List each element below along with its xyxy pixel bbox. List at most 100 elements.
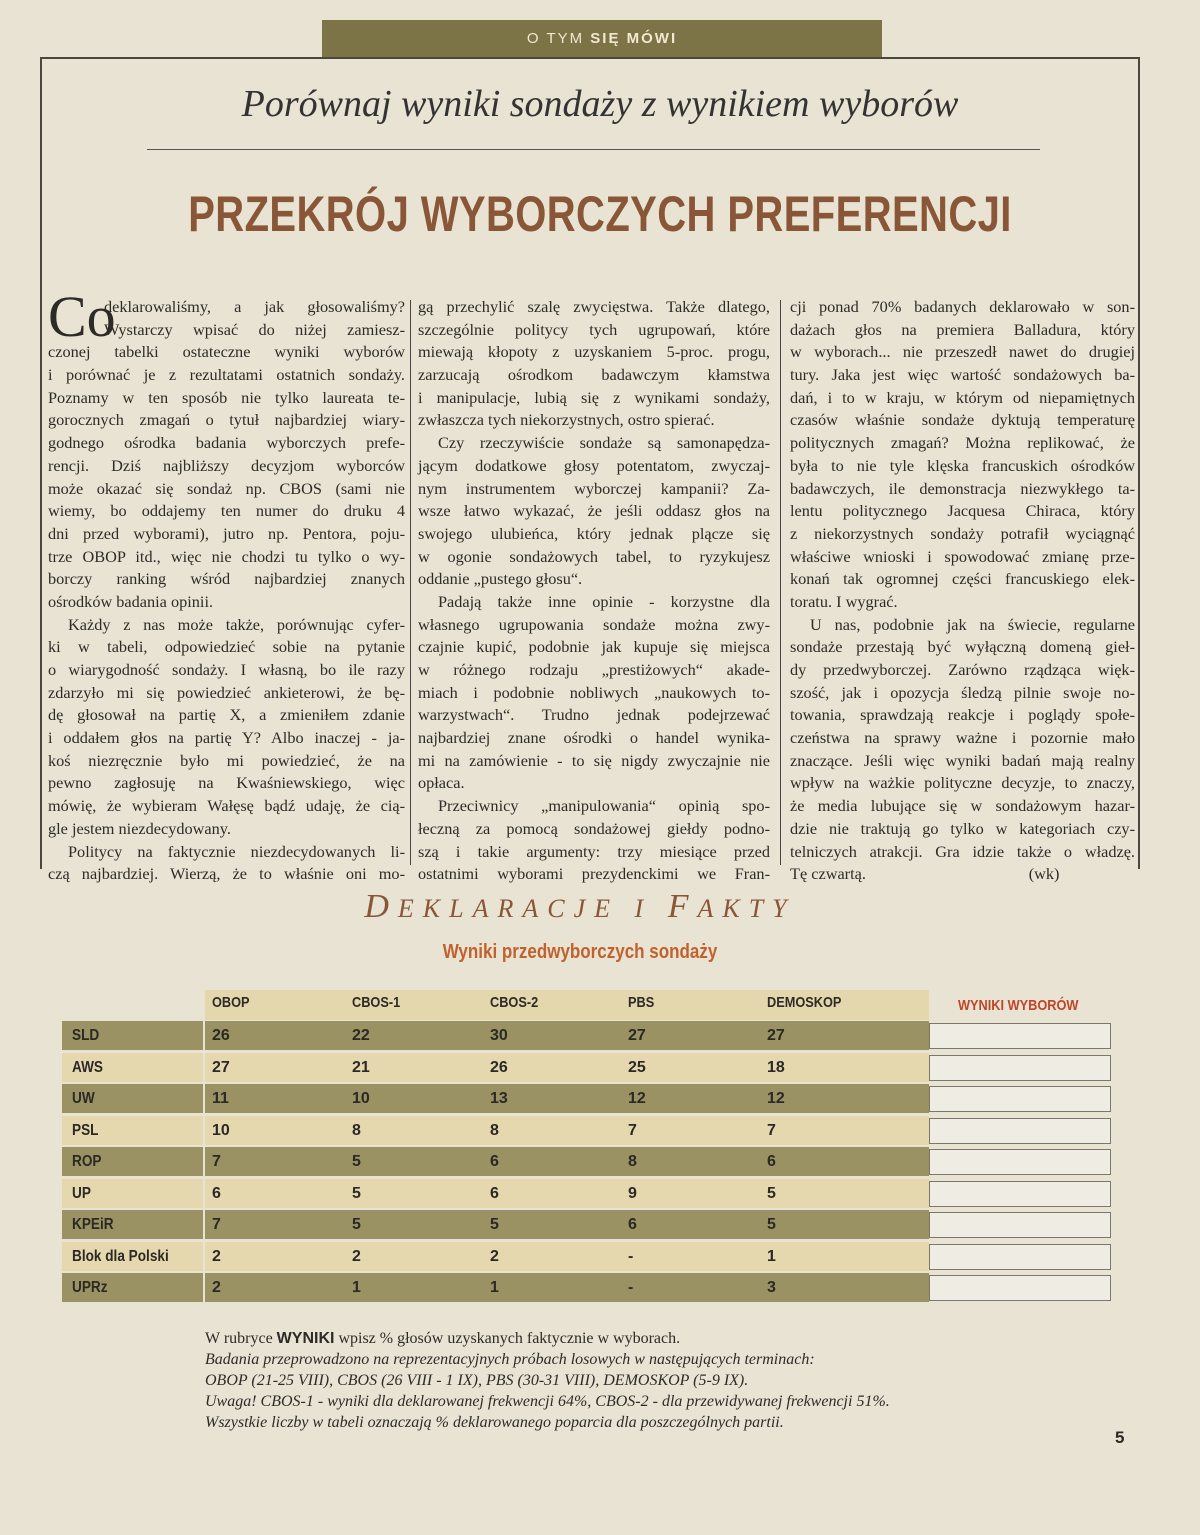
article-line: zdarzyło mi się powiedzieć ankieterowi, … bbox=[48, 682, 405, 702]
article-line: warzystwach“. Trudno jednak podejrzewać bbox=[418, 705, 770, 725]
article-line: sondaże przestają być wyłączną domeną gi… bbox=[790, 637, 1135, 657]
poll-value: 30 bbox=[490, 1027, 508, 1044]
poll-value: 1 bbox=[490, 1279, 499, 1296]
party-name: ROP bbox=[72, 1153, 102, 1170]
poll-value: 8 bbox=[352, 1121, 361, 1139]
article-line: cji ponad 70% badanych deklarowało w son… bbox=[790, 297, 1135, 316]
note-units: Wszystkie liczby w tabeli oznaczają % de… bbox=[205, 1414, 784, 1431]
article-line: czeństwa na sprawy ważne i pozornie mało bbox=[790, 728, 1135, 748]
poll-value: 6 bbox=[490, 1153, 499, 1170]
article-line: dażach głos na premiera Balladura, który bbox=[790, 319, 1135, 339]
election-result-field[interactable] bbox=[929, 1117, 1111, 1144]
column-header: CBOS-1 bbox=[352, 994, 401, 1011]
election-result-field[interactable] bbox=[929, 1212, 1111, 1238]
article-line: badawczych, ile demonstracja niezwykłego… bbox=[790, 478, 1135, 498]
poll-value: 26 bbox=[490, 1058, 508, 1076]
article-line: politycznych zmagań? Można replikować, ż… bbox=[790, 433, 1135, 453]
article-line: może okazać się sondaż np. CBOS (sami ni… bbox=[48, 478, 405, 498]
poll-values: 26 22 30 27 27 bbox=[205, 1021, 929, 1050]
party-label: Blok dla Polski bbox=[62, 1241, 203, 1271]
poll-value: 5 bbox=[352, 1216, 361, 1233]
article-line: pewno zagłosuję na Kwaśniewskiego, więc bbox=[48, 773, 405, 793]
article-line: czonej tabelki ostateczne wyniki wyborów bbox=[48, 342, 405, 362]
election-result-field[interactable] bbox=[929, 1054, 1111, 1081]
article-line: zwłaszcza tych niekorzystnych, ostro spi… bbox=[418, 410, 715, 430]
article-line: miach i podobnie nobliwych „naukowych to… bbox=[418, 682, 770, 702]
article-line: ośrodków badania opinii. bbox=[48, 591, 214, 611]
article-line: mówię, że wybieram Wałęsę bądź udaję, że… bbox=[48, 796, 405, 816]
article-line: i manipulacje, lubią się z wynikami sond… bbox=[418, 387, 770, 407]
article-column-1: deklarowaliśmy, a jak głosowaliśmy? Wysta… bbox=[48, 296, 405, 886]
article-line: Padają także inne opinie - korzystne dla bbox=[438, 591, 770, 611]
election-result-field[interactable] bbox=[929, 1275, 1111, 1301]
table-row: SLD 26 22 30 27 27 bbox=[62, 1021, 1112, 1050]
article-line: w wyborach... nie przeszedł nawet do dru… bbox=[790, 342, 1135, 362]
election-result-field[interactable] bbox=[929, 1243, 1111, 1270]
article-line: Tę czwartą. (wk) bbox=[790, 864, 1060, 884]
poll-value: 5 bbox=[352, 1153, 361, 1170]
article-line: o wiarygodność sondaży. I własną, bo ile… bbox=[48, 660, 405, 679]
poll-values: 11 10 13 12 12 bbox=[205, 1084, 929, 1113]
election-result-field[interactable] bbox=[929, 1023, 1111, 1049]
article-line: opłaca. bbox=[418, 773, 465, 793]
poll-value: 11 bbox=[212, 1090, 229, 1107]
table-row: Blok dla Polski 2 2 2 - 1 bbox=[62, 1241, 1112, 1271]
article-line: była to nie tyle klęska francuskich ośro… bbox=[790, 455, 1135, 475]
column-header: PBS bbox=[628, 994, 655, 1011]
poll-value: - bbox=[628, 1247, 634, 1265]
banner-text-bold: SIĘ MÓWI bbox=[590, 30, 678, 47]
poll-values: 2 2 2 - 1 bbox=[205, 1241, 929, 1271]
table-row: ROP 7 5 6 8 6 bbox=[62, 1147, 1112, 1176]
poll-value: 12 bbox=[767, 1090, 785, 1107]
article-line: w ogonie sondażowych tabel, to ryzykujes… bbox=[418, 546, 770, 566]
election-result-field[interactable] bbox=[929, 1149, 1111, 1175]
article-headline: PRZEKRÓJ WYBORCZYCH PREFERENCJI bbox=[188, 186, 1012, 242]
article-line: szą i takie argumenty: trzy miesiące prz… bbox=[418, 841, 770, 861]
article-line: szczególnie politycy tych ugrupowań, któ… bbox=[418, 319, 770, 339]
column-header: DEMOSKOP bbox=[767, 994, 842, 1011]
article-line: że media lubujące się w sondażowym hazar… bbox=[790, 796, 1135, 816]
section-title: DEKLARACJE I FAKTY bbox=[364, 888, 796, 925]
article-line: U nas, podobnie jak na świecie, regularn… bbox=[810, 614, 1135, 634]
article-line: czajnie kupić, podobnie jak kupuje się m… bbox=[418, 637, 770, 657]
table-row: UPRz 2 1 1 - 3 bbox=[62, 1273, 1112, 1302]
article-line: z niekorzystnych sondaży potrafił wyciąg… bbox=[790, 523, 1135, 543]
poll-value: 22 bbox=[352, 1027, 370, 1044]
article-column-2: gą przechylić szalę zwycięstwa. Także dl… bbox=[418, 296, 770, 886]
poll-value: - bbox=[628, 1279, 634, 1296]
article-line: wiemy, bo oddajemy ten numer do druku 4 bbox=[48, 501, 405, 521]
party-label: ROP bbox=[62, 1147, 203, 1176]
poll-value: 6 bbox=[212, 1184, 221, 1202]
article-line: wsze łatwo wykazać, że jeśli oddasz głos… bbox=[418, 501, 770, 521]
article-line: własnego ugrupowania sondaże można zwy- bbox=[418, 614, 770, 634]
party-label: PSL bbox=[62, 1115, 203, 1145]
poll-value: 27 bbox=[628, 1027, 646, 1044]
section-banner: O TYM SIĘ MÓWI bbox=[322, 20, 882, 57]
table-notes: W rubryce WYNIKI wpisz % głosów uzyskany… bbox=[205, 1328, 890, 1433]
party-label: UW bbox=[62, 1084, 203, 1113]
article-line: toratu. I wygrać. bbox=[790, 591, 898, 611]
article-line: Politycy na faktycznie niezdecydowanych … bbox=[68, 841, 405, 861]
article-line: ostatnimi wyborami prezydenckimi we Fran… bbox=[418, 864, 770, 884]
poll-value: 7 bbox=[212, 1216, 221, 1233]
article-line: dy przedwyborczej. Zarówno rządząca więk… bbox=[790, 660, 1135, 679]
poll-value: 6 bbox=[767, 1153, 776, 1170]
poll-value: 27 bbox=[212, 1058, 230, 1076]
party-name: PSL bbox=[72, 1121, 99, 1139]
kicker-rule bbox=[147, 149, 1040, 150]
article-line: mi na zamówienie - to się nigdy zwyczajn… bbox=[418, 750, 770, 770]
poll-value: 5 bbox=[352, 1184, 361, 1202]
party-name: UPRz bbox=[72, 1279, 108, 1296]
poll-value: 6 bbox=[628, 1216, 637, 1233]
table-row: UW 11 10 13 12 12 bbox=[62, 1084, 1112, 1113]
party-name: KPEiR bbox=[72, 1216, 114, 1233]
party-name: UP bbox=[72, 1184, 91, 1202]
election-result-field[interactable] bbox=[929, 1180, 1111, 1207]
article-kicker: Porównaj wyniki sondaży z wynikiem wybor… bbox=[241, 83, 959, 125]
poll-value: 18 bbox=[767, 1058, 785, 1076]
article-line: właściwe wnioski i spowodować zmianę prz… bbox=[790, 546, 1135, 566]
election-result-field[interactable] bbox=[929, 1086, 1111, 1112]
poll-value: 26 bbox=[212, 1027, 230, 1044]
page-number: 5 bbox=[1115, 1428, 1125, 1447]
article-line: dni przed wyborami), jutro np. Pentora, … bbox=[48, 523, 405, 543]
